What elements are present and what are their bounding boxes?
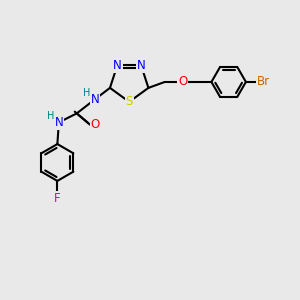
Text: H: H	[83, 88, 91, 98]
Text: H: H	[47, 111, 54, 122]
Text: N: N	[91, 93, 100, 106]
Text: O: O	[91, 118, 100, 131]
Text: N: N	[55, 116, 63, 129]
Text: F: F	[54, 192, 61, 205]
Text: S: S	[125, 95, 133, 108]
Text: O: O	[178, 75, 187, 88]
Text: N: N	[113, 59, 122, 72]
Text: N: N	[137, 59, 146, 72]
Text: Br: Br	[257, 75, 270, 88]
